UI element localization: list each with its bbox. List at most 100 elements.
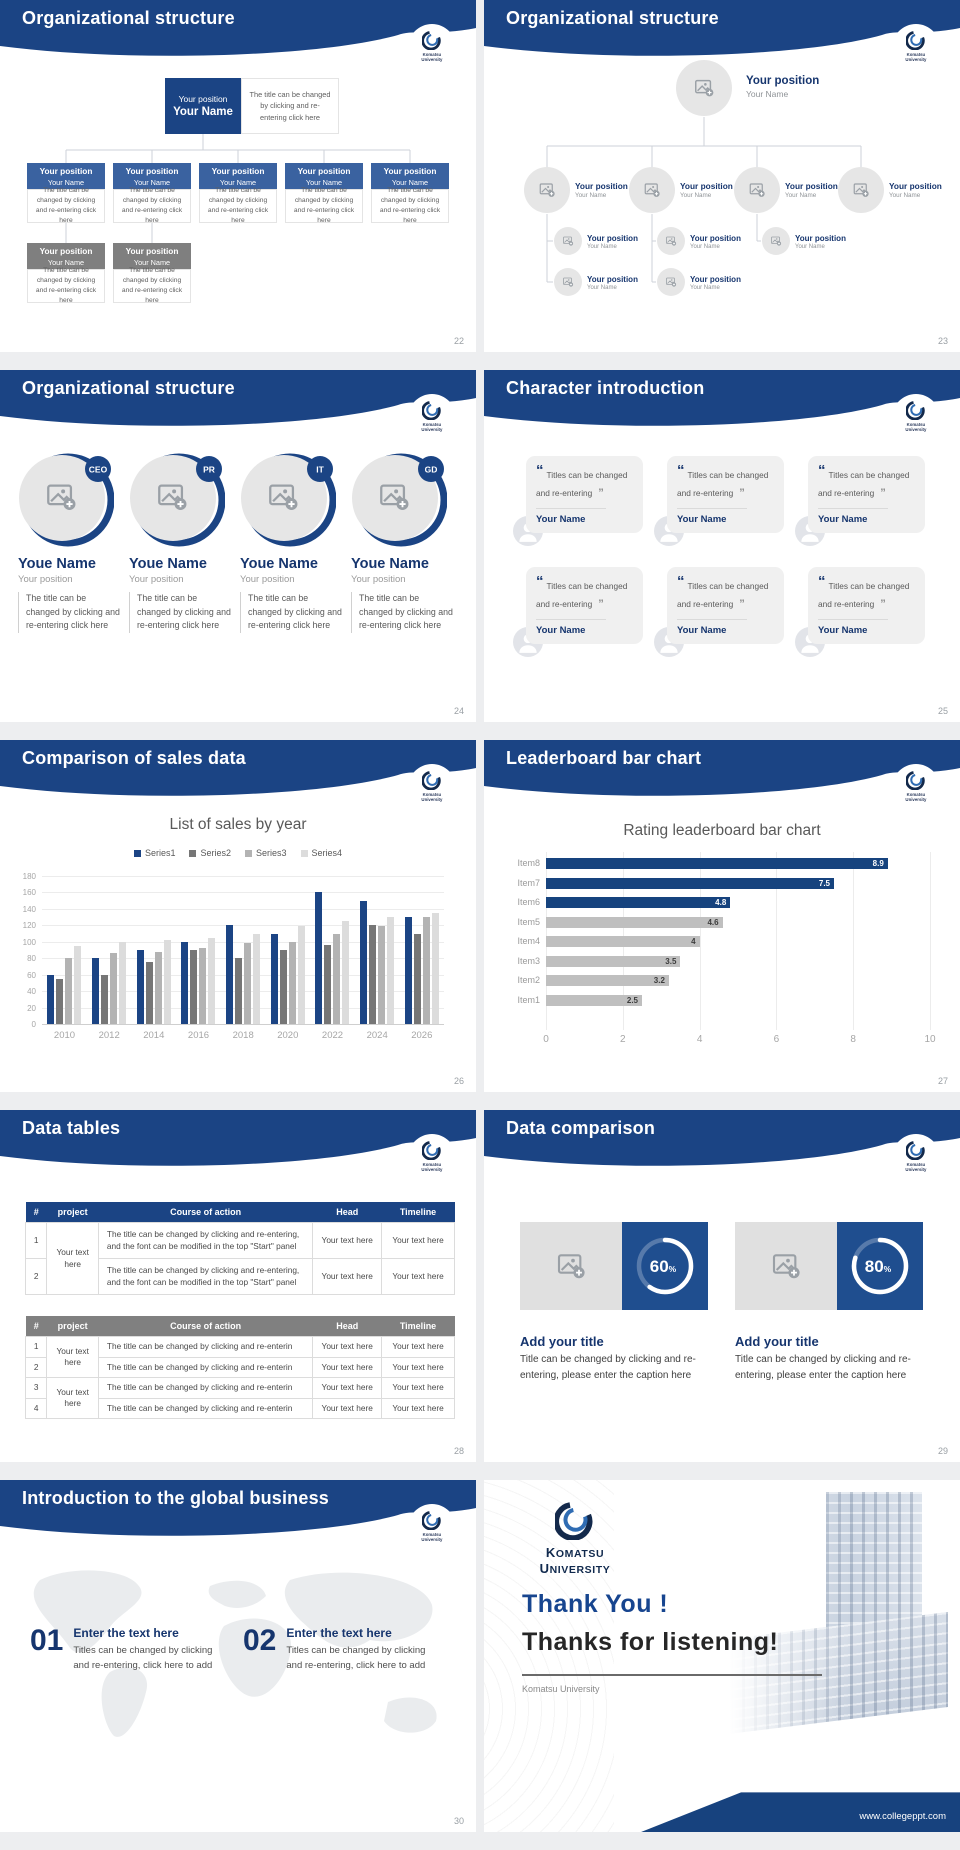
table-gray: # project Course of action Head Timeline 1 You…	[24, 1316, 455, 1420]
swoosh-logo-icon	[422, 1141, 441, 1160]
bar-Item7: 7.5	[546, 877, 834, 889]
course-cell: The title can be changed by clicking and…	[97, 1336, 314, 1358]
university-logo-text: Komatsu University	[905, 793, 927, 803]
org-chart-photos: Your position Your Name Your position Yo…	[484, 0, 960, 352]
org-node-caption: The title can be changed by clicking and…	[27, 187, 105, 224]
table-header-cell: Head	[312, 1202, 382, 1223]
plot-area	[42, 876, 444, 1025]
header-band	[484, 370, 960, 426]
bar-2024-Series2	[369, 925, 376, 1024]
slide-org-structure-members[interactable]: Komatsu University Organizational structu…	[0, 370, 476, 722]
slide-org-structure-boxes[interactable]: Komatsu University Organizational structu…	[0, 0, 476, 352]
member-position: Your position	[240, 574, 295, 585]
y-axis-label: Item6	[517, 897, 540, 907]
y-axis-label: 0	[31, 1020, 36, 1029]
bar-2016-Series2	[190, 950, 198, 1024]
table-header-cell: Timeline	[381, 1202, 455, 1223]
bar-2024-Series3	[378, 926, 385, 1024]
slide-title: Comparison of sales data	[22, 748, 246, 768]
y-axis-label: 100	[22, 937, 36, 947]
member-position: Your position	[18, 574, 73, 585]
university-logo: Komatsu University	[892, 24, 940, 72]
item-caption: Titles can be changed by clicking and re…	[73, 1645, 213, 1672]
donut-comparison: 60% Add your title Title can be changed …	[484, 1110, 960, 1462]
header-band	[0, 740, 476, 796]
bar-2010-Series3	[65, 958, 73, 1024]
photo-placeholder	[762, 227, 790, 255]
table-header-cell: Course of action	[98, 1316, 313, 1337]
member-badge: GD	[425, 465, 438, 475]
university-logo-text: Komatsu University	[421, 1163, 443, 1173]
bar-2022-Series3	[333, 933, 341, 1024]
slide-character-introduction[interactable]: Komatsu University Character introduction…	[484, 370, 960, 722]
photo-label: Your position Your Name	[690, 275, 741, 293]
name-label: Your Name	[785, 191, 817, 199]
close-quote-icon: ”	[739, 487, 745, 499]
table-blue: # project Course of action Head Timeline 1 You…	[24, 1202, 455, 1295]
project-cell: Your text here	[46, 1335, 99, 1379]
header-band	[484, 0, 960, 56]
row-number-cell: 1	[24, 1336, 48, 1358]
open-quote-icon: “	[677, 573, 685, 590]
header-band	[0, 370, 476, 426]
org-node-name: Your Name	[47, 257, 85, 267]
gridline	[42, 958, 444, 960]
quote-card-body: “Titles can be changed and re-entering” …	[808, 567, 925, 644]
org-child-node: Your position Your Name	[371, 163, 449, 189]
slide-title: Organizational structure	[22, 378, 235, 398]
slide-data-tables[interactable]: Komatsu University Data tables # project Co…	[0, 1110, 476, 1462]
legend-swatch	[189, 849, 197, 857]
org-node-name: Your Name	[133, 177, 171, 187]
quote-card-body: “Titles can be changed and re-entering” …	[526, 456, 643, 533]
item-number: 01	[30, 1624, 64, 1657]
quote-text: Titles can be changed and re-entering”	[677, 470, 769, 499]
org-sub-node: Your position Your Name	[113, 243, 191, 269]
gridline	[42, 876, 444, 877]
comparison-title: Add your title	[735, 1334, 819, 1349]
timeline-cell: Your text here	[381, 1336, 455, 1358]
page-number: 24	[453, 706, 464, 716]
university-logo: Komatsu University	[892, 1134, 940, 1182]
divider	[677, 507, 747, 509]
slide-leaderboard-chart[interactable]: Komatsu University Leaderboard bar chart …	[484, 740, 960, 1092]
photo-placeholder	[734, 167, 780, 213]
member-card: GD Youe Name Your position The title can…	[351, 452, 455, 633]
page-number: 30	[453, 1816, 464, 1826]
org-child-node: Your position Your Name	[113, 163, 191, 189]
position-label: Your position	[587, 275, 638, 284]
bar-2012-Series2	[101, 974, 108, 1024]
swoosh-logo-icon	[906, 771, 925, 790]
y-axis-label: 140	[22, 904, 36, 914]
slide-data-comparison[interactable]: Komatsu University Data comparison 60% Ad…	[484, 1110, 960, 1462]
donut-box: 80%	[837, 1222, 923, 1310]
org-node-name: Your Name	[219, 177, 257, 187]
slide-global-business[interactable]: Komatsu University Introduction to the gl…	[0, 1480, 476, 1832]
x-axis-label: 2018	[232, 1030, 254, 1041]
donut-chart-60: 60%	[636, 1237, 694, 1295]
slide-sales-comparison-chart[interactable]: Komatsu University Comparison of sales da…	[0, 740, 476, 1092]
photo-placeholder	[657, 268, 685, 296]
member-avatar: CEO	[18, 452, 115, 548]
member-position: Your position	[129, 574, 184, 585]
image-placeholder-icon	[539, 183, 555, 197]
table-header-cell: project	[46, 1316, 99, 1337]
slide-title: Data comparison	[506, 1118, 656, 1138]
timeline-cell: Your text here	[381, 1356, 455, 1379]
slide-org-structure-photos[interactable]: Komatsu University Organizational structu…	[484, 0, 960, 352]
legend-swatch	[300, 849, 308, 857]
legend-swatch	[133, 849, 141, 857]
timeline-cell: Your text here	[381, 1397, 455, 1420]
image-placeholder-icon	[47, 484, 76, 511]
y-axis-label: Item7	[517, 877, 540, 888]
image-placeholder-icon	[666, 236, 677, 246]
page-number: 29	[937, 1446, 948, 1456]
slide-thank-you[interactable]: KOMATSU UNIVERSITY Thank You ! Thanks for…	[484, 1480, 960, 1832]
member-avatar: PR	[129, 452, 226, 548]
close-quote-icon: ”	[598, 487, 604, 499]
x-axis-label: 2020	[277, 1030, 299, 1041]
org-root-position: Your position	[178, 94, 228, 104]
page-number: 23	[937, 336, 948, 346]
university-logo: Komatsu University	[892, 764, 940, 812]
photo-placeholder	[554, 268, 582, 296]
org-root-node: Your position Your Name	[165, 78, 241, 134]
